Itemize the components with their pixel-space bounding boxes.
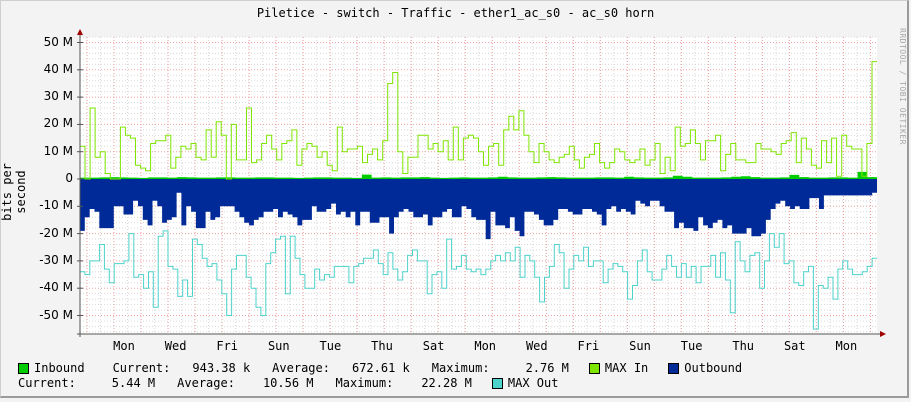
x-tick-label: Sat	[422, 339, 445, 353]
outbound-swatch-icon	[668, 362, 680, 374]
max-out-label: MAX Out	[507, 376, 559, 390]
inbound-average-label: Average:	[272, 361, 330, 375]
outbound-average-label: Average:	[177, 376, 235, 390]
x-tick-label: Wed	[525, 339, 548, 353]
inbound-current-value: 943.38 k	[192, 361, 251, 375]
x-tick-label: Fri	[577, 339, 600, 353]
max-in-label: MAX In	[604, 361, 649, 375]
outbound-current-value: 5.44 M	[111, 376, 156, 390]
x-tick-label: Sun	[267, 339, 290, 353]
x-tick-label: Sun	[629, 339, 651, 353]
y-tick-label: -30 M	[39, 252, 73, 267]
x-tick-label: Tue	[319, 339, 342, 353]
outbound-label: Outbound	[684, 361, 743, 375]
y-tick-label: 50 M	[43, 34, 73, 49]
y-tick-label: 30 M	[43, 89, 73, 104]
traffic-plot	[77, 29, 886, 337]
y-tick-label: -40 M	[39, 280, 73, 295]
y-tick-label: 10 M	[43, 143, 73, 158]
x-tick-label: Thu	[371, 339, 393, 353]
chart-title: Piletice - switch - Traffic - ether1_ac_…	[256, 6, 655, 20]
inbound-label: Inbound	[34, 361, 85, 375]
rrdtool-watermark: RRDTOOL / TOBI OETIKER	[898, 28, 907, 145]
outbound-maximum-value: 22.28 M	[421, 376, 472, 390]
inbound-average-value: 672.61 k	[351, 361, 410, 375]
outbound-average-value: 10.56 M	[262, 376, 314, 390]
y-tick-label: 40 M	[43, 61, 73, 76]
x-tick-label: Sat	[783, 339, 806, 353]
y-tick-label: 20 M	[43, 116, 73, 131]
y-tick-label: -20 M	[39, 225, 73, 240]
max-in-swatch-icon	[588, 362, 600, 374]
y-tick-label: 0	[65, 171, 73, 185]
inbound-maximum-label: Maximum:	[431, 361, 490, 375]
x-tick-label: Wed	[164, 339, 187, 353]
x-tick-label: Thu	[732, 339, 755, 353]
x-tick-label: Tue	[680, 339, 703, 353]
legend-row-inbound: Inbound Current: 943.38 k Average: 672.6…	[18, 360, 742, 376]
x-tick-label: Fri	[216, 339, 239, 353]
max-out-swatch-icon	[491, 377, 503, 389]
inbound-maximum-value: 2.76 M	[525, 361, 569, 375]
x-tick-label: Mon	[113, 339, 135, 353]
outbound-current-label: Current:	[18, 376, 76, 390]
y-tick-label: -10 M	[39, 198, 73, 213]
legend-row-outbound: Current: 5.44 M Average: 10.56 M Maximum…	[18, 375, 558, 391]
x-tick-label: Mon	[835, 339, 858, 353]
y-tick-label: -50 M	[39, 307, 73, 322]
x-tick-label: Mon	[474, 339, 497, 353]
outbound-maximum-label: Maximum:	[335, 376, 394, 390]
inbound-current-label: Current:	[112, 361, 171, 375]
legend: Inbound Current: 943.38 k Average: 672.6…	[0, 360, 742, 402]
inbound-swatch-icon	[18, 362, 29, 374]
